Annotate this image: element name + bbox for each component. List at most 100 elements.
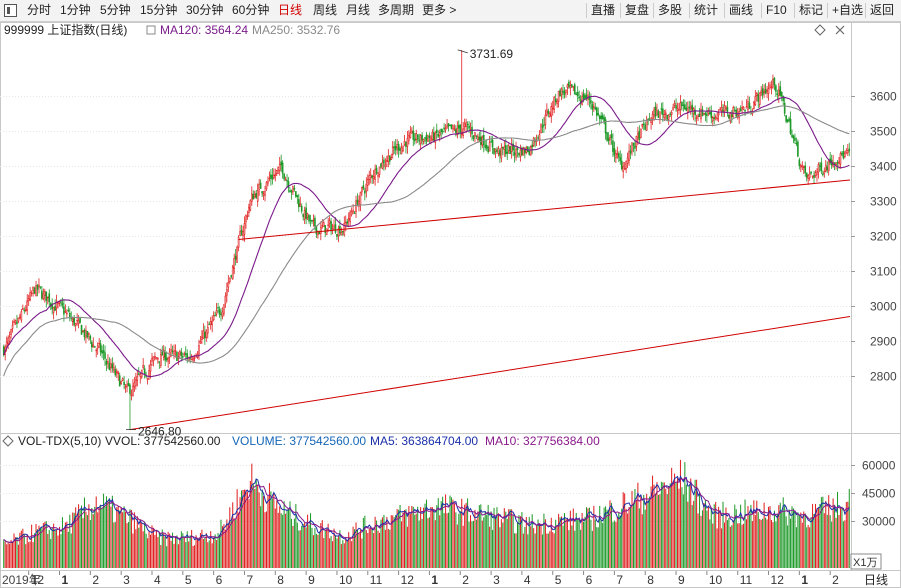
volume-bar: [584, 516, 586, 568]
toolbar-action-0[interactable]: 直播: [591, 3, 616, 17]
candle-body: [474, 132, 476, 136]
candle-body: [814, 172, 817, 176]
period-tab-7[interactable]: 周线: [313, 3, 338, 17]
candle-body: [463, 123, 466, 128]
volume-bar: [757, 512, 759, 568]
volume-bar: [133, 512, 135, 568]
candle-body: [572, 85, 575, 88]
candle-body: [500, 147, 503, 159]
volume-bar: [427, 518, 429, 568]
candle-body: [788, 118, 790, 122]
toolbar-divider: [689, 3, 690, 18]
period-tab-6[interactable]: 日线: [278, 3, 303, 17]
close-icon[interactable]: [835, 25, 845, 35]
toolbar-action-5[interactable]: F10: [766, 3, 787, 17]
price-tick-label: 3200: [870, 230, 897, 244]
month-label: 7: [246, 573, 253, 587]
volume-bar: [94, 506, 96, 568]
candle-body: [98, 342, 100, 345]
candle-body: [792, 135, 795, 139]
candle-body: [569, 85, 572, 89]
period-tab-5[interactable]: 60分钟: [232, 3, 270, 17]
toolbar-action-3[interactable]: 统计: [694, 3, 719, 17]
volume-bar: [825, 500, 827, 568]
period-tab-9[interactable]: 多周期: [378, 3, 415, 17]
volume-bar: [414, 514, 416, 568]
volume-bar: [408, 506, 410, 568]
volume-bar: [787, 525, 789, 568]
candle-body: [427, 138, 429, 142]
volume-bar: [63, 529, 65, 568]
volume-bar: [561, 516, 563, 568]
volume-bar: [534, 533, 536, 568]
volume-bar: [775, 521, 777, 568]
candle-body: [547, 110, 550, 114]
candle-body: [731, 114, 733, 118]
period-tab-3[interactable]: 15分钟: [140, 3, 178, 17]
candle-body: [780, 92, 783, 97]
candle-body: [208, 323, 211, 326]
volume-bar: [320, 523, 322, 568]
period-tab-0[interactable]: 分时: [27, 3, 52, 17]
volume-bar: [470, 515, 472, 568]
candle-body: [92, 344, 95, 348]
year-label: 2019年: [2, 573, 41, 587]
period-tab-8[interactable]: 月线: [346, 3, 371, 17]
candle-body: [299, 203, 302, 207]
volume-bar: [176, 535, 178, 568]
diamond-icon[interactable]: [814, 24, 826, 36]
volume-bar: [844, 520, 846, 568]
volume-bar: [465, 502, 467, 568]
toolbar-action-8[interactable]: 返回: [870, 3, 895, 17]
volume-bar: [288, 509, 290, 568]
candle-body: [515, 148, 517, 158]
candle-body: [502, 146, 504, 149]
candle-body: [89, 335, 92, 340]
volume-ma5-line: [3, 475, 850, 544]
volume-bar: [199, 533, 201, 568]
period-tab-4[interactable]: 30分钟: [186, 3, 224, 17]
toolbar-action-1[interactable]: 复盘: [625, 3, 650, 17]
toolbar-action-4[interactable]: 画线: [729, 3, 754, 17]
volume-bar: [823, 513, 825, 568]
volume-bar: [769, 506, 771, 568]
candle-body: [641, 124, 644, 127]
volume-bar: [70, 533, 72, 568]
volume-bar: [368, 528, 370, 568]
volume-bar: [396, 509, 398, 568]
volume-bar: [301, 525, 303, 568]
candle-body: [548, 113, 551, 117]
volume-bar: [251, 463, 253, 568]
toolbar-action-6[interactable]: 标记: [799, 3, 824, 17]
vol-settings-icon[interactable]: [2, 435, 14, 447]
candle-body: [334, 224, 337, 233]
ma-legend-toggle[interactable]: [146, 25, 156, 35]
volume-bar: [260, 506, 262, 568]
volume-bar: [627, 513, 629, 568]
volume-bar: [26, 535, 28, 568]
volume-bar: [615, 521, 617, 568]
volume-bar: [236, 489, 238, 568]
period-tab-1[interactable]: 1分钟: [60, 3, 91, 17]
volume-bar: [618, 512, 620, 568]
window-icon[interactable]: [4, 4, 17, 17]
volume-bar: [699, 492, 701, 568]
volume-bar: [528, 516, 530, 568]
volume-bar: [22, 528, 24, 568]
candle-body: [478, 136, 481, 141]
volume-bar: [587, 508, 589, 568]
toolbar-action-2[interactable]: 多股: [658, 3, 683, 17]
candle-body: [54, 305, 56, 311]
volume-bar: [172, 532, 174, 568]
volume-bar: [279, 506, 281, 568]
candle-body: [747, 101, 749, 110]
candle-body: [794, 137, 796, 141]
volume-bar: [675, 482, 677, 568]
toolbar-action-7[interactable]: +自选: [832, 3, 864, 17]
volume-bar: [521, 512, 523, 568]
period-tab-2[interactable]: 5分钟: [100, 3, 131, 17]
volume-bar: [464, 504, 466, 568]
volume-bar: [600, 520, 602, 568]
candle-body: [645, 119, 648, 131]
period-tab-10[interactable]: 更多 >: [422, 3, 457, 17]
